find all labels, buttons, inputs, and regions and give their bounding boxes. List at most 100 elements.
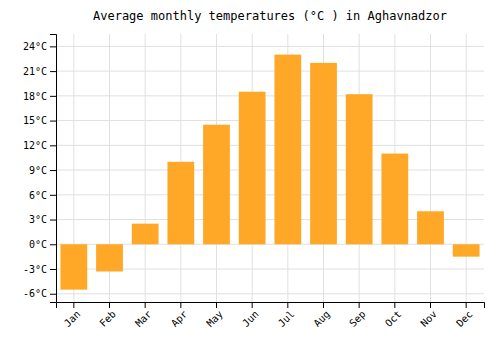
y-tick-label: 0°C [29, 239, 47, 250]
y-tick: 21°C [23, 66, 56, 77]
y-tick-label: 18°C [23, 91, 47, 102]
x-tick-mark [109, 302, 110, 308]
x-tick-label: Nov [418, 308, 439, 329]
bars [60, 55, 479, 290]
plot: -6°C -3°C 0°C 3°C 6°C 9°C 12°C 15°C 18°C 21°C 24°C… [23, 34, 485, 329]
x-tick-mark [323, 302, 324, 308]
y-tick: 12°C [23, 140, 56, 151]
x-axis: Jan Feb Mar Apr May Jun Jul Aug Sep Oct Nov Dec [57, 302, 485, 329]
x-tick-label: Jun [240, 308, 261, 329]
x-axis-line [57, 303, 485, 309]
y-tick-label: 9°C [29, 165, 47, 176]
y-tick-mark [50, 269, 56, 270]
x-tick: May [204, 302, 225, 329]
bar [96, 244, 123, 271]
title: Average monthly temperatures (°C ) in Ag… [93, 9, 447, 23]
y-tick-mark [50, 71, 56, 72]
x-tick: Sep [347, 302, 368, 329]
y-tick-label: 3°C [29, 214, 47, 225]
x-tick-label: Oct [383, 308, 404, 329]
grid-line-x [145, 34, 146, 302]
y-tick: -3°C [23, 264, 56, 275]
grid-line-y [56, 170, 484, 171]
y-tick-label: 21°C [23, 66, 47, 77]
bar [417, 211, 444, 244]
x-tick: Jan [62, 302, 83, 329]
grid [56, 34, 484, 302]
grid-line-y [56, 46, 484, 47]
y-tick-mark [50, 294, 56, 295]
grid-line-x [430, 34, 431, 302]
bar [346, 94, 373, 244]
y-axis: -6°C -3°C 0°C 3°C 6°C 9°C 12°C 15°C 18°C 21°C 24°C [23, 35, 57, 303]
y-tick-mark [50, 195, 56, 196]
y-tick-mark [50, 96, 56, 97]
grid-line-y [56, 120, 484, 121]
x-tick-label: Mar [133, 308, 154, 329]
x-tick-mark [252, 302, 253, 308]
y-tick: 15°C [23, 115, 56, 126]
x-tick: Feb [97, 302, 118, 329]
y-tick-label: 15°C [23, 115, 47, 126]
x-tick: Jun [240, 302, 261, 329]
x-tick-mark [394, 302, 395, 308]
bar [60, 244, 87, 289]
x-tick: Jul [276, 302, 297, 329]
x-tick: Aug [311, 302, 332, 329]
y-tick-mark [50, 46, 56, 47]
y-tick-mark [50, 220, 56, 221]
grid-line-y [56, 145, 484, 146]
y-tick-label: -6°C [23, 288, 47, 299]
y-tick-mark [50, 121, 56, 122]
y-tick: 0°C [29, 239, 56, 250]
bar [239, 92, 266, 245]
bar [453, 244, 480, 256]
y-tick: 24°C [23, 41, 56, 52]
bar [167, 162, 194, 244]
y-tick-mark [50, 170, 56, 171]
x-tick-mark [216, 302, 217, 308]
x-tick-mark [180, 302, 181, 308]
chart: -6°C -3°C 0°C 3°C 6°C 9°C 12°C 15°C 18°C 21°C 24°C… [0, 0, 500, 350]
x-tick-label: Sep [347, 308, 368, 329]
y-tick: 6°C [29, 190, 56, 201]
x-tick-label: Dec [454, 308, 475, 329]
x-tick-mark [73, 302, 74, 308]
y-tick: -6°C [23, 288, 56, 299]
x-tick: Mar [133, 302, 154, 329]
grid-line-x [466, 34, 467, 302]
x-tick-label: Feb [97, 308, 118, 329]
y-tick: 9°C [29, 165, 56, 176]
y-tick: 18°C [23, 91, 56, 102]
y-tick-label: -3°C [23, 264, 47, 275]
y-tick-label: 24°C [23, 41, 47, 52]
y-tick-mark [50, 145, 56, 146]
grid-line-y [56, 71, 484, 72]
y-tick-label: 12°C [23, 140, 47, 151]
grid-line-y [56, 194, 484, 195]
x-tick: Oct [383, 302, 404, 329]
bar [381, 154, 408, 245]
y-tick: 3°C [29, 214, 56, 225]
y-tick-mark [50, 244, 56, 245]
x-tick-label: Jul [276, 308, 297, 329]
x-tick: Apr [169, 302, 190, 329]
grid-line-y [56, 293, 484, 294]
x-tick-mark [466, 302, 467, 308]
x-tick: Nov [418, 302, 439, 329]
x-tick-mark [430, 302, 431, 308]
x-tick-mark [287, 302, 288, 308]
x-tick-mark [359, 302, 360, 308]
x-tick: Dec [454, 302, 475, 329]
bar [310, 63, 337, 244]
y-axis-line [50, 35, 57, 303]
x-tick-mark [145, 302, 146, 308]
bar [203, 125, 230, 245]
x-tick-label: Jan [62, 308, 83, 329]
y-tick-label: 6°C [29, 190, 47, 201]
bar [274, 55, 301, 245]
x-tick-label: Apr [169, 308, 190, 329]
bar [132, 224, 159, 245]
grid-line-y [56, 95, 484, 96]
x-tick-label: Aug [311, 308, 332, 329]
